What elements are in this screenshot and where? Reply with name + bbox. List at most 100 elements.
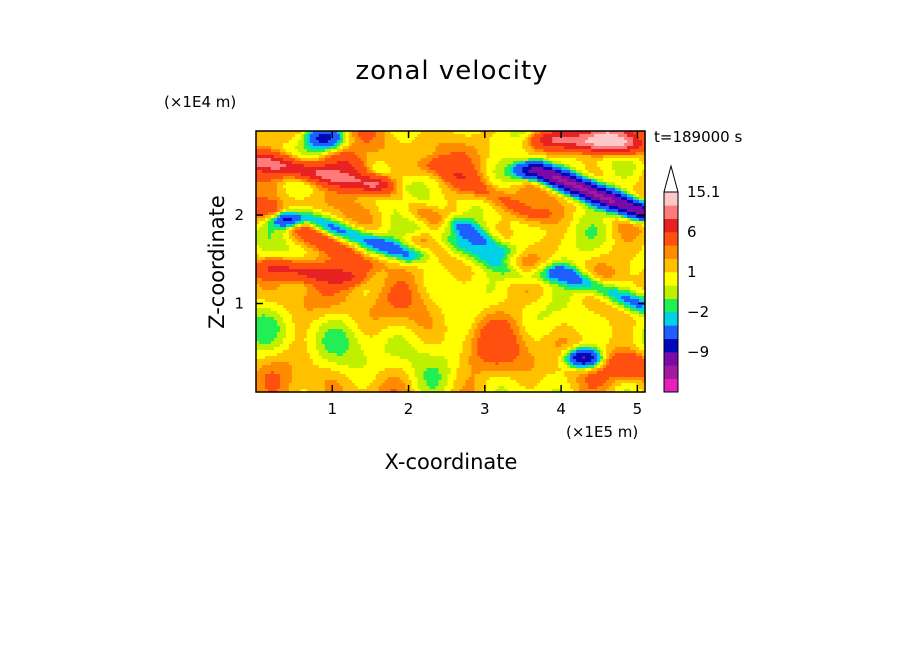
contour-cell xyxy=(333,137,338,141)
contour-cell xyxy=(630,185,634,189)
contour-cell xyxy=(621,173,625,177)
contour-cell xyxy=(636,167,640,171)
contour-cell xyxy=(582,143,586,147)
contour-cell xyxy=(615,194,619,198)
contour-cell xyxy=(420,182,425,186)
contour-cell xyxy=(444,212,449,216)
contour-cell xyxy=(426,140,431,144)
contour-cell xyxy=(435,185,440,189)
contour-cell xyxy=(633,140,637,144)
contour-cell xyxy=(363,191,368,195)
contour-cell xyxy=(573,200,577,204)
contour-cell xyxy=(408,140,413,144)
contour-cell xyxy=(270,167,275,171)
contour-cell xyxy=(597,218,601,222)
contour-cell xyxy=(480,194,485,198)
contour-cell xyxy=(588,152,592,156)
contour-cell xyxy=(531,170,535,174)
contour-cell xyxy=(276,182,281,186)
contour-cell xyxy=(339,233,344,237)
contour-cell xyxy=(582,167,586,171)
contour-cell xyxy=(423,131,428,135)
contour-cell xyxy=(510,227,514,231)
contour-cell xyxy=(627,215,631,219)
contour-cell xyxy=(285,227,290,231)
contour-cell xyxy=(519,188,523,192)
contour-cell xyxy=(405,221,410,225)
contour-cell xyxy=(342,167,347,171)
contour-cell xyxy=(528,215,532,219)
contour-cell xyxy=(423,197,428,201)
contour-cell xyxy=(336,215,341,219)
contour-cell xyxy=(609,215,613,219)
contour-cell xyxy=(483,143,488,147)
contour-cell xyxy=(258,131,263,135)
contour-cell xyxy=(291,152,296,156)
contour-cell xyxy=(594,191,598,195)
contour-cell xyxy=(273,176,278,180)
contour-cell xyxy=(495,233,499,237)
contour-cell xyxy=(294,206,299,210)
contour-cell xyxy=(429,206,434,210)
contour-cell xyxy=(351,197,356,201)
contour-cell xyxy=(417,179,422,183)
contour-cell xyxy=(306,179,311,183)
contour-cell xyxy=(357,212,362,216)
contour-cell xyxy=(573,233,577,237)
contour-cell xyxy=(504,212,508,216)
contour-cell xyxy=(558,143,562,147)
contour-cell xyxy=(603,170,607,174)
contour-cell xyxy=(501,194,505,198)
contour-cell xyxy=(546,203,550,207)
contour-cell xyxy=(354,140,359,144)
contour-cell xyxy=(429,170,434,174)
contour-cell xyxy=(525,218,529,222)
contour-cell xyxy=(387,164,392,168)
contour-cell xyxy=(399,176,404,180)
contour-cell xyxy=(609,227,613,231)
contour-cell xyxy=(540,221,544,225)
contour-cell xyxy=(624,140,628,144)
contour-cell xyxy=(285,137,290,141)
contour-cell xyxy=(486,200,490,204)
contour-cell xyxy=(630,155,634,159)
contour-cell xyxy=(327,158,332,162)
contour-cell xyxy=(450,146,455,150)
contour-cell xyxy=(453,143,458,147)
contour-cell xyxy=(417,206,422,210)
contour-cell xyxy=(441,164,446,168)
contour-cell xyxy=(372,245,377,249)
contour-cell xyxy=(261,245,266,249)
contour-cell xyxy=(588,161,592,165)
contour-cell xyxy=(396,140,401,144)
contour-cell xyxy=(393,206,398,210)
contour-cell xyxy=(282,200,287,204)
contour-cell xyxy=(585,161,589,165)
contour-cell xyxy=(381,242,386,246)
contour-cell xyxy=(567,200,571,204)
contour-cell xyxy=(423,140,428,144)
contour-cell xyxy=(381,197,386,201)
contour-cell xyxy=(633,215,637,219)
contour-cell xyxy=(432,173,437,177)
contour-cell xyxy=(390,233,395,237)
contour-cell xyxy=(294,227,299,231)
contour-cell xyxy=(351,176,356,180)
contour-cell xyxy=(399,173,404,177)
contour-cell xyxy=(465,233,470,237)
contour-cell xyxy=(522,137,526,141)
contour-cell xyxy=(375,131,380,135)
contour-cell xyxy=(264,176,269,180)
contour-cell xyxy=(339,224,344,228)
contour-cell xyxy=(504,197,508,201)
contour-cell xyxy=(273,230,278,234)
contour-cell xyxy=(291,155,296,159)
contour-cell xyxy=(582,137,586,141)
contour-cell xyxy=(540,152,544,156)
contour-cell xyxy=(312,233,317,237)
contour-cell xyxy=(399,245,404,249)
contour-cell xyxy=(351,164,356,168)
contour-cell xyxy=(588,215,592,219)
contour-cell xyxy=(570,188,574,192)
contour-cell xyxy=(495,215,499,219)
